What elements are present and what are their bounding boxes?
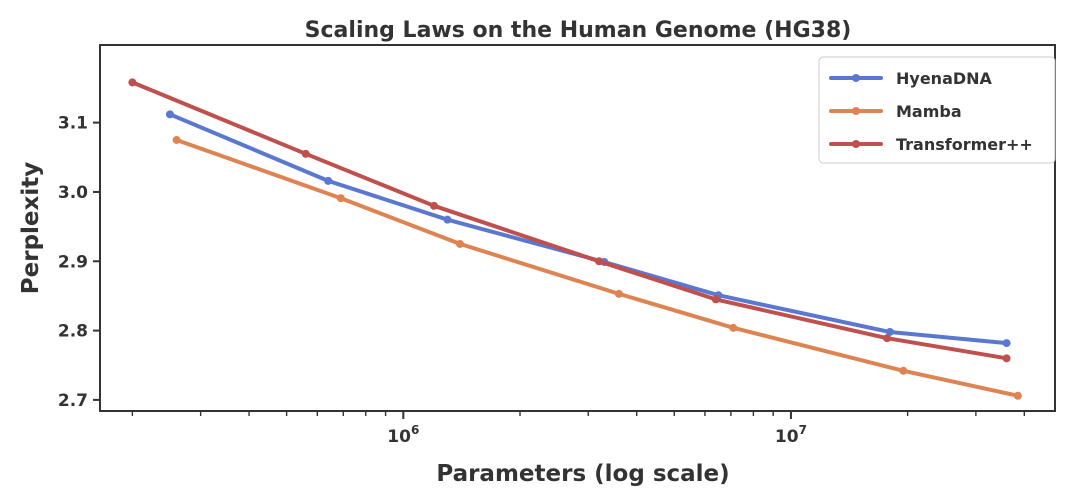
legend-box — [818, 56, 1056, 164]
series-line-mamba — [174, 138, 1020, 398]
data-point-mamba — [455, 239, 464, 248]
data-point-hyenadna — [443, 215, 452, 224]
legend-label-transformer: Transformer++ — [896, 135, 1033, 154]
legend: HyenaDNA Mamba Transformer++ — [818, 56, 1056, 164]
data-point-transformer — [883, 334, 892, 343]
legend-marker-hyenadna — [852, 74, 860, 82]
y-tick-label: 2.8 — [58, 322, 88, 342]
data-point-mamba — [729, 323, 738, 332]
data-point-mamba — [1013, 391, 1022, 400]
data-point-hyenadna — [1002, 339, 1011, 348]
plot-area — [128, 78, 1022, 400]
y-tick-label: 3.0 — [58, 183, 88, 203]
data-point-mamba — [614, 289, 623, 298]
data-point-mamba — [172, 135, 181, 144]
data-point-hyenadna — [885, 327, 894, 336]
y-tick-label: 3.1 — [58, 114, 88, 134]
y-axis-label: Perplexity — [18, 162, 44, 294]
data-point-transformer — [430, 201, 439, 210]
data-point-transformer — [595, 257, 604, 266]
data-point-mamba — [899, 366, 908, 375]
chart-title: Scaling Laws on the Human Genome (HG38) — [305, 18, 852, 43]
y-tick-label: 2.9 — [58, 252, 88, 272]
data-point-transformer — [128, 78, 137, 87]
data-point-hyenadna — [324, 176, 333, 185]
legend-label-hyenadna: HyenaDNA — [896, 69, 993, 88]
legend-marker-transformer — [852, 140, 860, 148]
data-point-hyenadna — [165, 110, 174, 119]
legend-marker-mamba — [852, 107, 860, 115]
y-tick-label: 2.7 — [58, 391, 88, 411]
x-tick-label: 106 — [387, 423, 419, 447]
data-point-transformer — [301, 149, 310, 158]
series-mamba — [172, 135, 1022, 400]
y-axis: 2.7 2.8 2.9 3.0 3.1 — [58, 114, 100, 411]
data-point-transformer — [711, 295, 720, 304]
series-transformer — [128, 78, 1011, 363]
x-tick-label: 107 — [775, 423, 807, 447]
data-point-transformer — [1002, 354, 1011, 363]
data-point-mamba — [336, 194, 345, 203]
x-axis-label: Parameters (log scale) — [436, 461, 729, 487]
legend-label-mamba: Mamba — [896, 102, 962, 121]
axes-frame — [99, 44, 1056, 412]
x-axis: 106 107 — [131, 411, 1026, 447]
